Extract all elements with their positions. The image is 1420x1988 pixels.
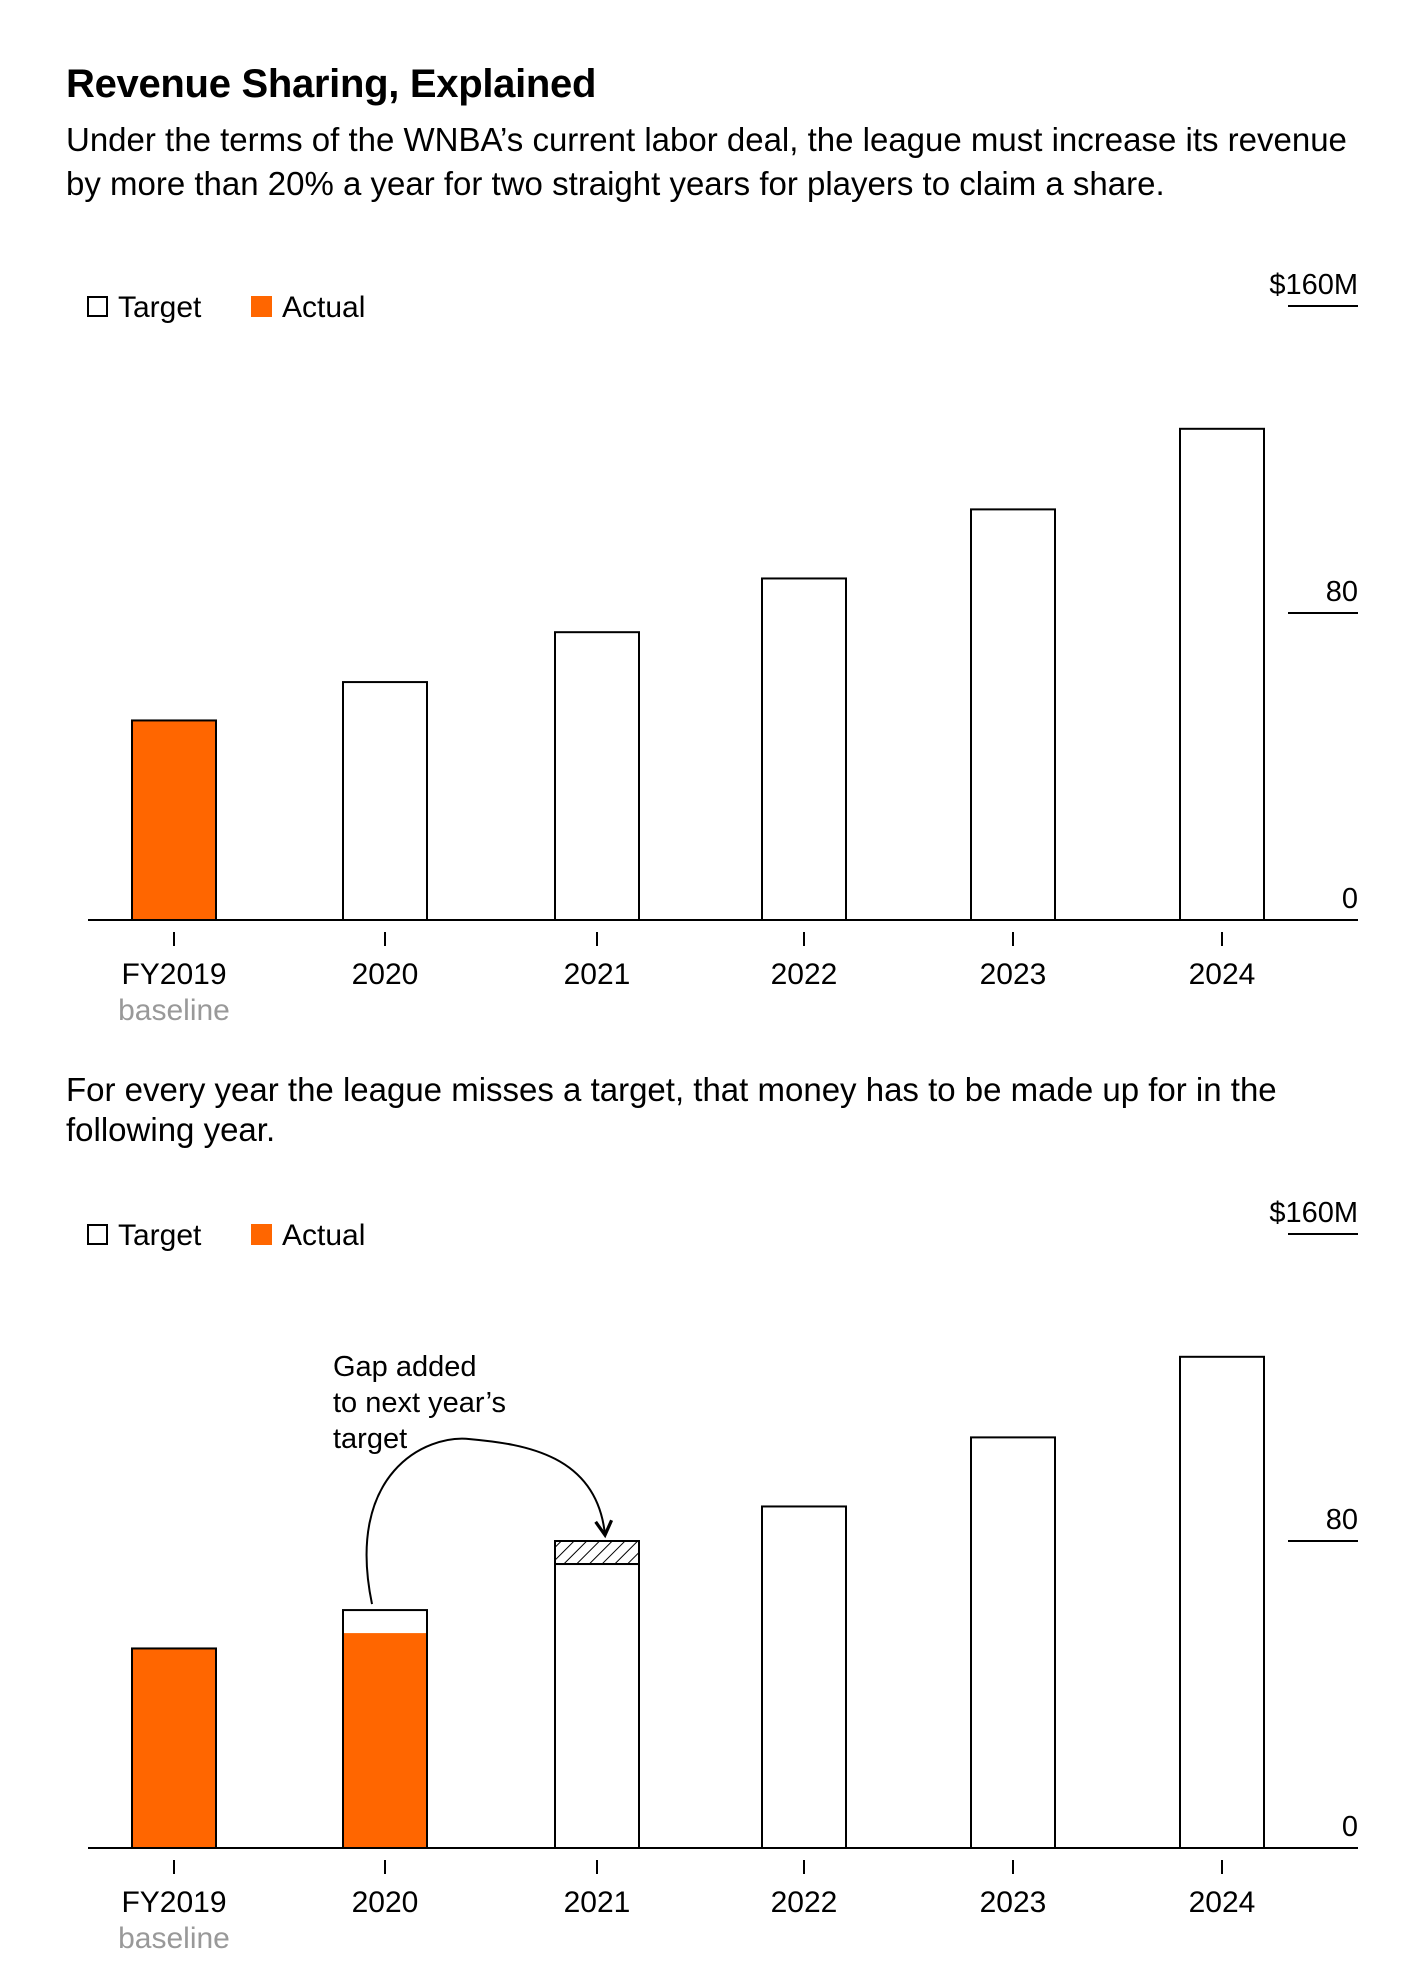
x-tick-label: 2024 [1189,958,1256,991]
target-bar-2020 [342,681,428,922]
legend-swatch-target [87,1224,108,1245]
x-tick-label: 2023 [980,1886,1047,1919]
carryover-note: For every year the league misses a targe… [66,1071,1277,1148]
x-tick-sublabel: baseline [118,1922,230,1955]
x-tick-label: 2024 [1189,1886,1256,1919]
y-tick-label: 0 [1342,1811,1358,1843]
target-bar-2022 [761,577,847,921]
y-tick-label: $160M [1269,1198,1358,1229]
x-tick-label: 2020 [352,1886,419,1919]
legend-swatch-actual [251,1224,272,1245]
x-tick-label: 2022 [771,1886,838,1919]
legend-swatch-target [87,296,108,317]
chart-subtitle: Under the terms of the WNBA’s current la… [66,121,1347,202]
annotation-gap-label: Gap added to next year’s target [333,1351,506,1455]
target-bar-2022 [761,1505,847,1849]
target-bar-2021 [554,1563,640,1849]
x-tick-label: 2022 [771,958,838,991]
actual-bar-FY2019 [131,1647,217,1850]
page-title: Revenue Sharing, Explained [66,62,597,106]
legend-label-actual: Actual [282,291,365,324]
target-bar-2021 [554,631,640,921]
target-bar-2024 [1179,1355,1265,1850]
y-tick-label: 80 [1326,1504,1358,1536]
target-bar-2023 [970,508,1056,921]
y-tick-label: $160M [1269,270,1358,301]
x-tick-label: FY2019 [121,958,226,991]
actual-bar-FY2019 [131,719,217,922]
legend-swatch-actual [251,296,272,317]
y-tick-label: 80 [1326,576,1358,608]
x-tick-sublabel: baseline [118,994,230,1027]
carryover-hatched-segment [554,1540,640,1566]
target-bar-2023 [970,1436,1056,1849]
legend-label-actual: Actual [282,1219,365,1252]
x-tick-label: 2021 [564,1886,631,1919]
y-tick-label: 0 [1342,883,1358,915]
target-bar-2024 [1179,427,1265,922]
legend-label-target: Target [118,291,202,324]
x-tick-label: 2021 [564,958,631,991]
annotation-arrow [365,1437,614,1605]
x-tick-label: 2023 [980,958,1047,991]
x-tick-label: 2020 [352,958,419,991]
legend-label-target: Target [118,1219,202,1252]
actual-bar-2020 [344,1633,426,1848]
x-tick-label: FY2019 [121,1886,226,1919]
